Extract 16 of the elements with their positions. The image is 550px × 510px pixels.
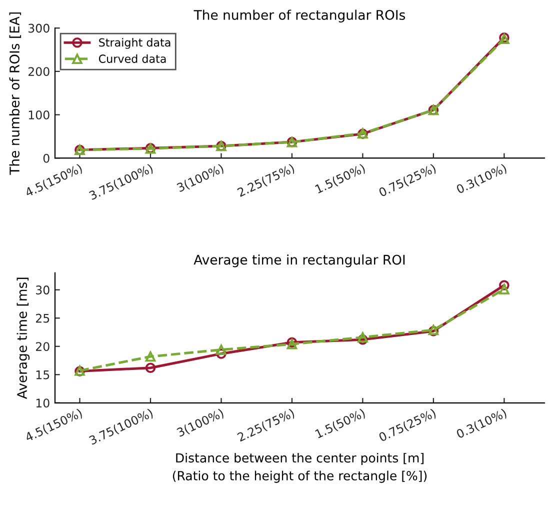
legend-label: Curved data	[98, 54, 166, 63]
y-tick-label: 10	[36, 398, 50, 408]
y-tick-label: 200	[28, 67, 50, 76]
y-tick-label: 30	[36, 286, 50, 294]
y-tick-label: 20	[36, 342, 50, 352]
y-axis-title: The number of ROIs [EA]	[9, 12, 22, 175]
y-tick-label: 15	[36, 370, 50, 380]
x-axis-title: Distance between the center points [m] (Ratio to the height of the rectangle [%])	[172, 452, 427, 483]
y-axis-title: Average time [ms]	[16, 278, 30, 399]
legend-label: Straight data	[99, 38, 170, 49]
chart-title: The number of rectangular ROIs	[194, 10, 406, 22]
y-tick-label: 300	[28, 24, 50, 33]
y-tick-label: 25	[36, 314, 50, 323]
chart-title: Average time in rectangular ROI	[194, 254, 405, 268]
y-tick-label: 100	[28, 110, 50, 120]
y-tick-label: 0	[43, 154, 50, 163]
